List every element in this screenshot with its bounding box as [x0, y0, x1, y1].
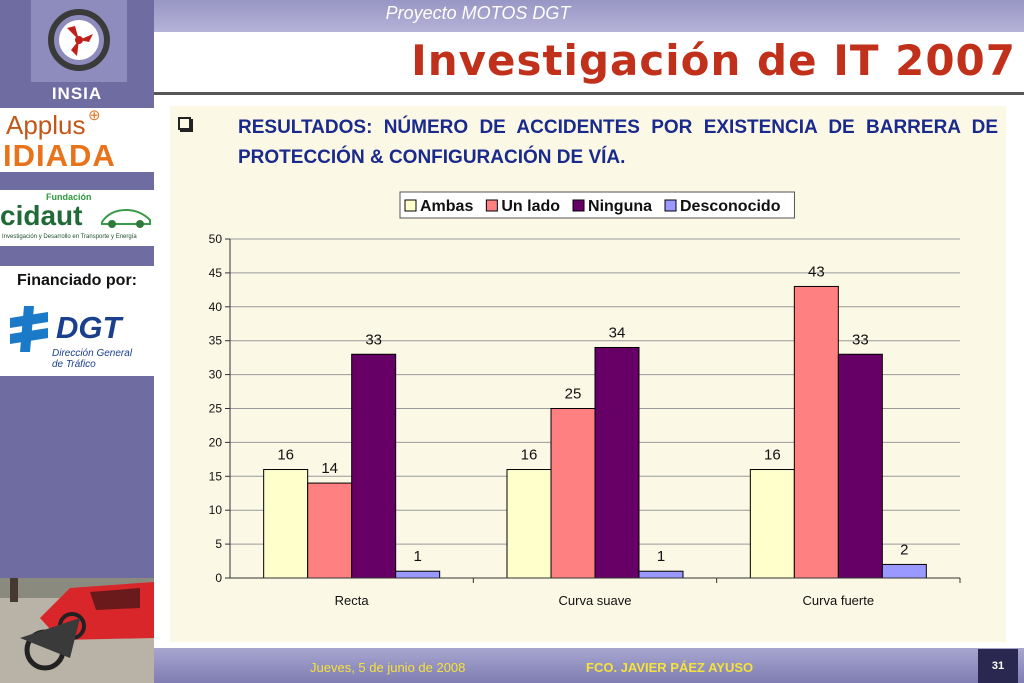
- data-label: 34: [609, 324, 626, 341]
- x-tick-label: Curva fuerte: [803, 593, 875, 608]
- footer-date: Jueves, 5 de junio de 2008: [310, 660, 466, 675]
- legend-entry: Un lado: [501, 198, 560, 215]
- page-number-box: [978, 649, 1018, 683]
- chart-data-labels: 16 14 33 1 16 25 34 1 16 43 33 2: [277, 263, 908, 565]
- data-label: 25: [565, 386, 582, 403]
- dgt-subtitle: Dirección General de Tráfico: [52, 348, 132, 370]
- insia-label: INSIA: [51, 84, 103, 103]
- bar-ambas: [749, 469, 795, 579]
- cidaut-subtitle: Investigación y Desarrollo en Transporte…: [2, 234, 137, 240]
- legend-entry: Ninguna: [588, 198, 652, 215]
- data-label: 33: [365, 331, 382, 348]
- bar-ninguna: [351, 353, 397, 579]
- y-tick-label: 50: [209, 232, 223, 246]
- chart-subtitle: RESULTADOS: NÚMERO DE ACCIDENTES POR EXI…: [238, 117, 998, 168]
- chart-bars: [263, 285, 927, 579]
- data-label: 1: [413, 548, 421, 565]
- legend-swatch: [485, 199, 498, 212]
- x-tick-label: Curva suave: [559, 593, 632, 608]
- dgt-label: DGT: [56, 310, 122, 345]
- idiada-label: IDIADA: [3, 138, 116, 173]
- y-tick-label: 25: [209, 402, 223, 416]
- applus-label: Applus: [6, 110, 86, 140]
- bar-desconocido: [638, 570, 684, 579]
- insia-logo-icon: [48, 9, 110, 71]
- page-title: Investigación de IT 2007: [411, 36, 1016, 85]
- x-tick-label: Recta: [335, 593, 370, 608]
- title-divider: [154, 92, 1024, 95]
- bar-desconocido: [395, 570, 441, 579]
- legend-entry: Ambas: [420, 198, 473, 215]
- motorcycle-accident-photo: [0, 578, 154, 683]
- applus-idiada-logo: Applus ⊕ IDIADA: [0, 107, 154, 173]
- legend-box: [399, 191, 795, 219]
- bar-un-lado: [550, 408, 596, 579]
- top-bar: [154, 0, 1024, 32]
- data-label: 2: [900, 541, 908, 558]
- y-tick-label: 40: [209, 300, 223, 314]
- cidaut-label: cidaut: [0, 200, 83, 231]
- data-label: 43: [808, 263, 825, 280]
- data-label: 16: [521, 447, 538, 464]
- bar-ambas: [263, 469, 309, 579]
- dgt-logo: DGT Dirección General de Tráfico: [0, 296, 154, 376]
- legend-swatch: [664, 199, 677, 212]
- bar-ambas: [506, 469, 552, 579]
- data-label: 33: [852, 331, 869, 348]
- y-tick-label: 45: [209, 266, 223, 280]
- bar-ninguna: [594, 346, 640, 579]
- dgt-subtitle-line-2: de Tráfico: [52, 359, 96, 370]
- y-tick-label: 5: [215, 537, 222, 551]
- y-tick-label: 15: [209, 469, 223, 483]
- data-label: 1: [657, 548, 665, 565]
- chart-axes: 0 5 10 15 20 25 30 35 40 45 50 Recta Curva suave Curv…: [209, 232, 961, 608]
- bar-un-lado: [793, 285, 839, 579]
- bar-un-lado: [307, 482, 353, 579]
- legend-swatch: [404, 199, 417, 212]
- data-label: 16: [764, 447, 781, 464]
- checkbox-bullet-icon: [178, 117, 191, 130]
- project-title: Proyecto MOTOS DGT: [385, 3, 571, 23]
- page-number: 31: [991, 660, 1005, 672]
- cidaut-logo: Fundación cidaut Investigación y Desarro…: [0, 190, 154, 246]
- data-label: 16: [277, 447, 294, 464]
- chart-legend: Ambas Un lado Ninguna Desconocido: [399, 191, 795, 219]
- legend-entry: Desconocido: [680, 198, 781, 215]
- y-tick-label: 35: [209, 334, 223, 348]
- footer-bar: [154, 648, 1024, 683]
- financiado-label: Financiado por:: [0, 266, 154, 296]
- bar-chart: Ambas Un lado Ninguna Desconocido 0 5 10 15 20 2…: [209, 191, 961, 608]
- dgt-subtitle-line-1: Dirección General: [52, 348, 133, 359]
- data-label: 14: [321, 460, 338, 477]
- car-icon: [101, 208, 151, 228]
- bar-ninguna: [837, 353, 883, 579]
- y-tick-label: 30: [209, 368, 223, 382]
- bar-desconocido: [881, 563, 927, 579]
- insia-logo-box: [31, 0, 127, 82]
- legend-swatch: [572, 199, 585, 212]
- y-tick-label: 10: [209, 503, 223, 517]
- cidaut-fundacion-label: Fundación: [46, 192, 92, 202]
- footer-author: FCO. JAVIER PÁEZ AYUSO: [586, 660, 754, 675]
- dgt-emblem-icon: [10, 306, 48, 352]
- y-tick-label: 0: [215, 571, 222, 585]
- y-tick-label: 20: [209, 435, 223, 449]
- applus-plus-icon: ⊕: [88, 107, 101, 124]
- sidebar: INSIA Applus ⊕ IDIADA Fundación cidaut I…: [0, 0, 154, 683]
